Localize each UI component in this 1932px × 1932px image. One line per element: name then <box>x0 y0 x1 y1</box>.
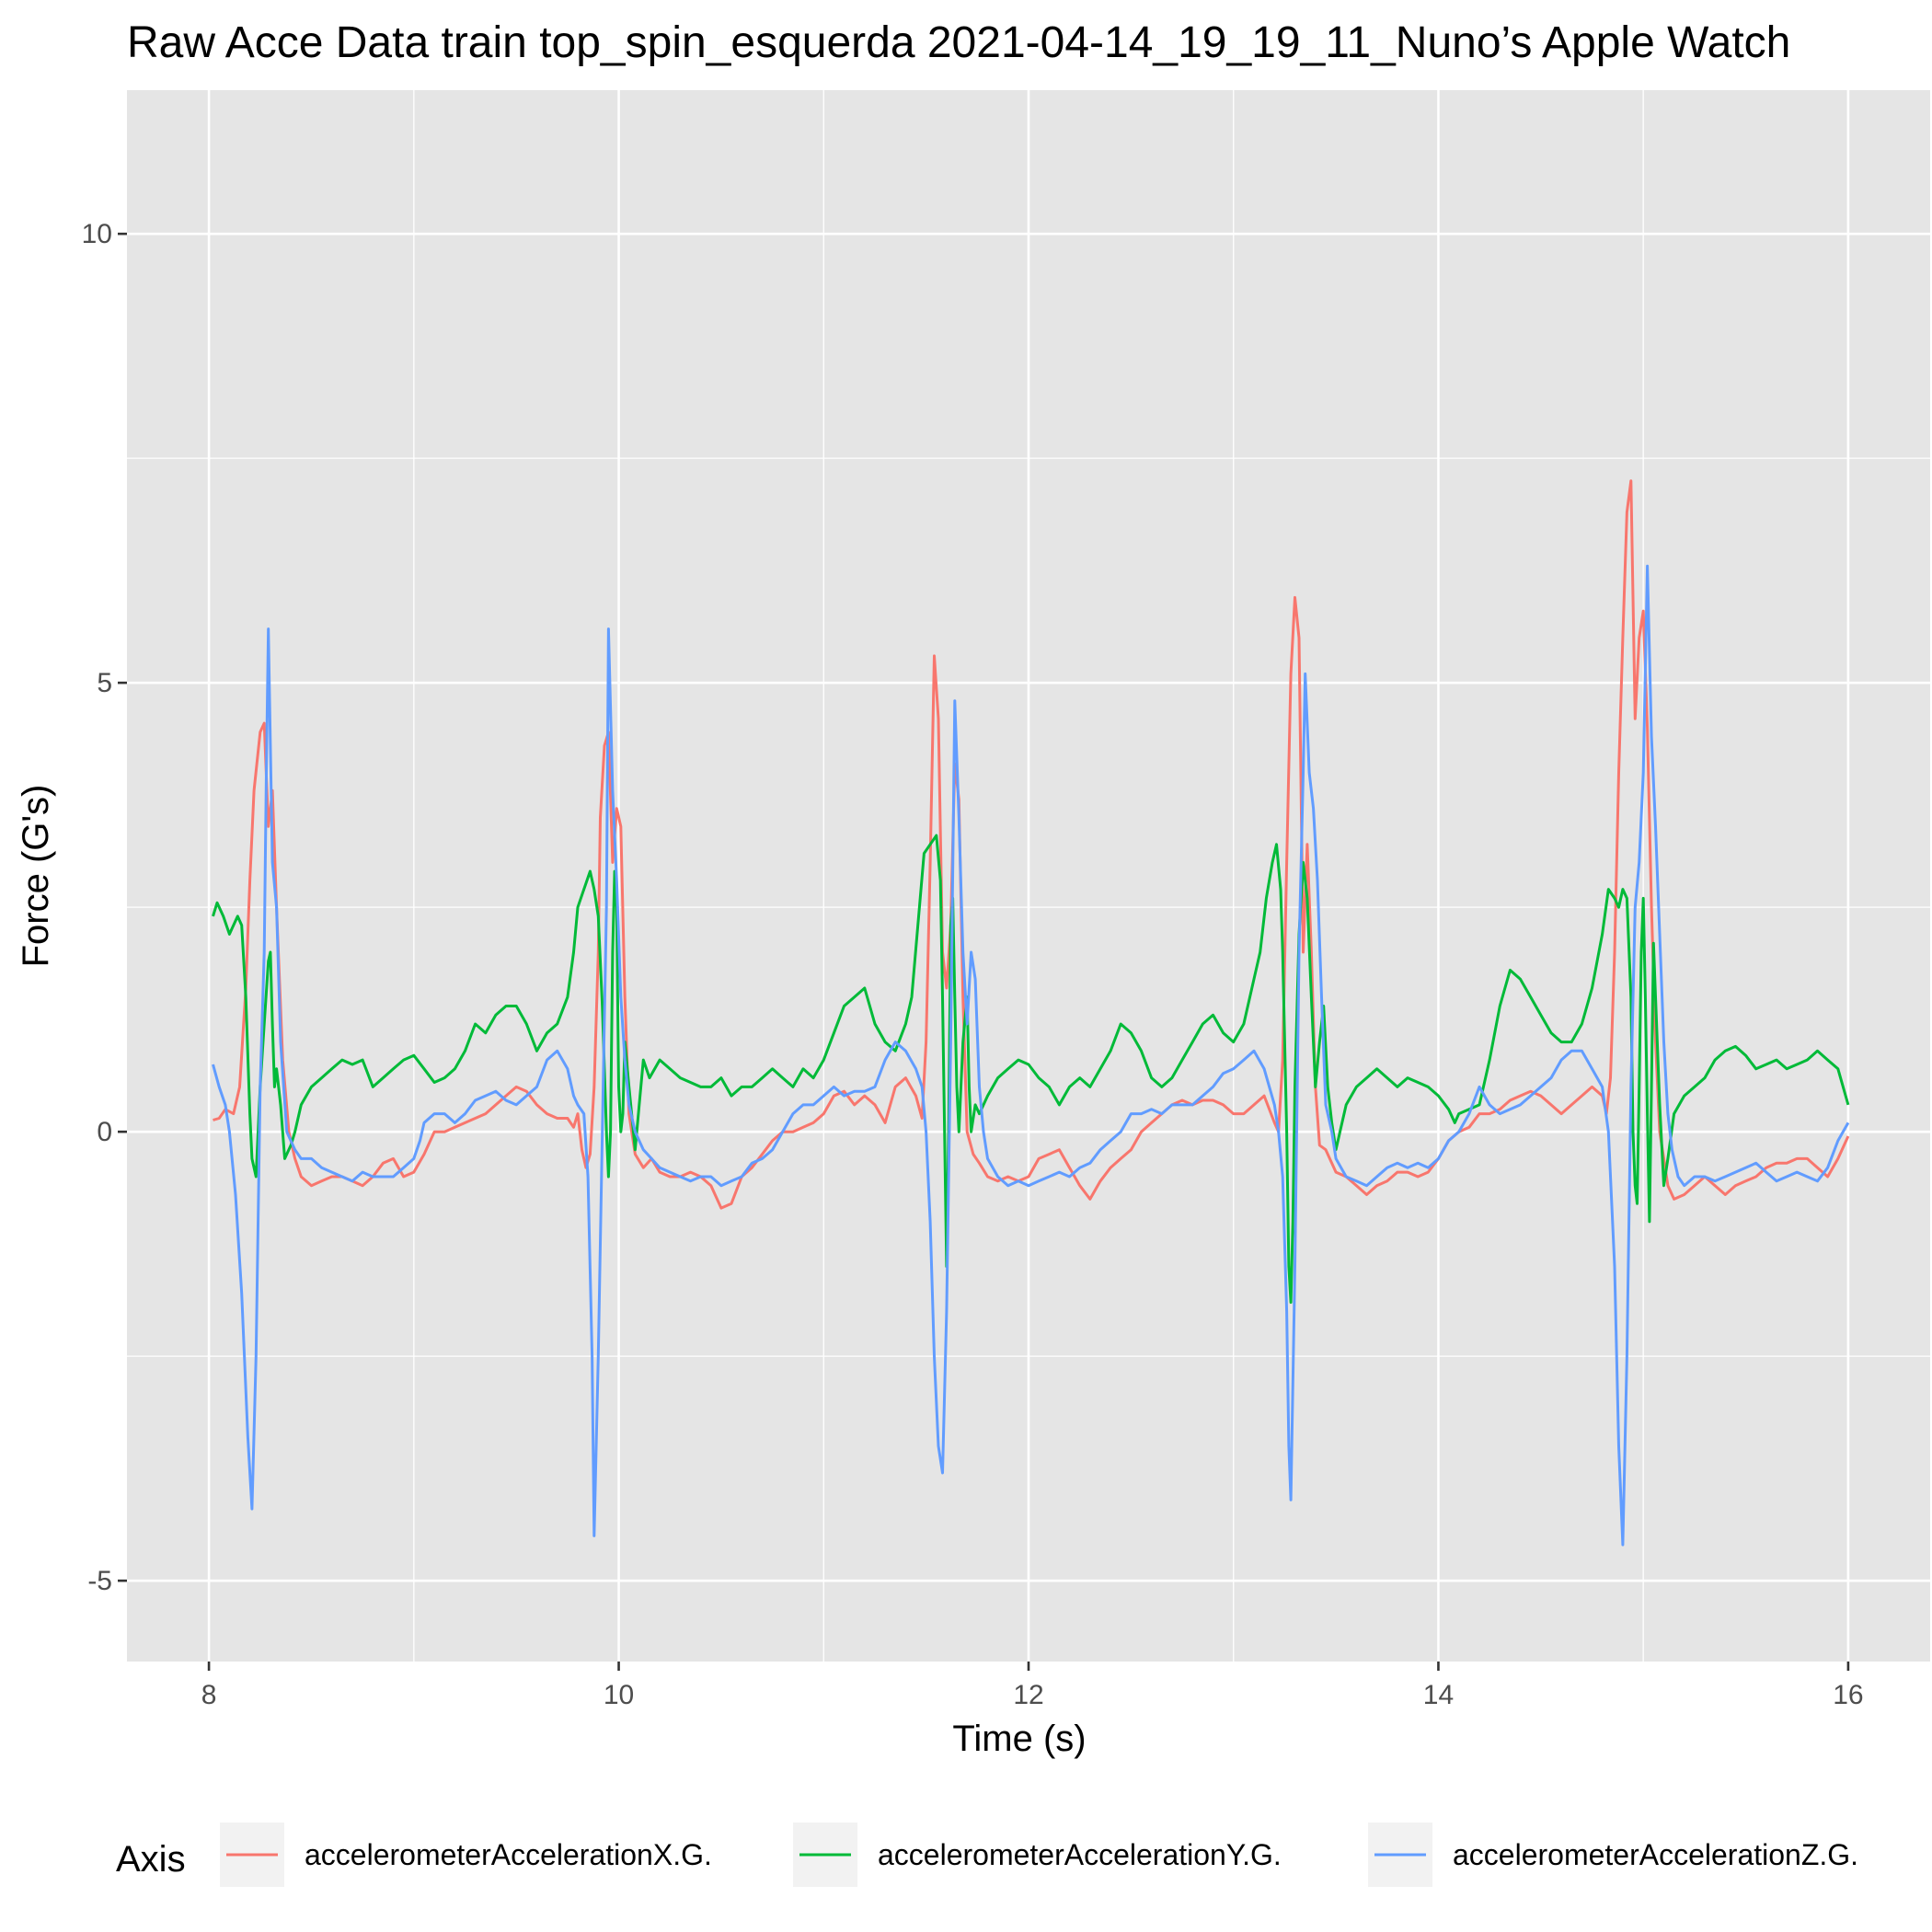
y-tick-label: 0 <box>97 1117 112 1147</box>
x-tick-label: 10 <box>604 1680 634 1710</box>
series-line-2 <box>212 834 1850 1305</box>
x-tick-label: 12 <box>1013 1680 1043 1710</box>
legend-label: accelerometerAccelerationY.G. <box>878 1838 1282 1871</box>
y-axis-title: Force (G's) <box>16 785 56 968</box>
x-tick-label: 16 <box>1833 1680 1863 1710</box>
y-tick-label: 5 <box>97 668 112 698</box>
series-layer <box>212 479 1850 1547</box>
x-axis: 8 10 12 14 16 <box>201 1662 1864 1710</box>
legend-label: accelerometerAccelerationZ.G. <box>1453 1838 1858 1871</box>
legend-items: accelerometerAccelerationX.G. acceleromet… <box>220 1823 1858 1887</box>
legend-title: Axis <box>116 1839 186 1880</box>
x-axis-title: Time (s) <box>952 1719 1086 1759</box>
legend: Axis accelerometerAccelerationX.G. accele… <box>116 1823 1858 1887</box>
grid-major <box>127 90 1930 1662</box>
x-tick-label: 8 <box>201 1680 217 1710</box>
series-line-3 <box>212 564 1850 1547</box>
x-tick-label: 14 <box>1423 1680 1454 1710</box>
y-tick-label: -5 <box>87 1566 112 1596</box>
legend-label: accelerometerAccelerationX.G. <box>305 1838 712 1871</box>
y-tick-label: 10 <box>82 219 112 249</box>
y-axis: -5 0 5 10 <box>82 219 127 1596</box>
chart-title: Raw Acce Data train top_spin_esquerda 20… <box>127 18 1790 67</box>
